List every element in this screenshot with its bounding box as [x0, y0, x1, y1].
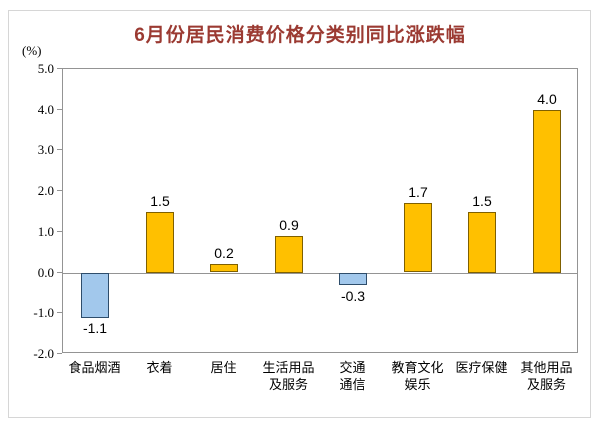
- category-label-2: 居住: [210, 360, 237, 375]
- y-tick-mark: [57, 68, 62, 69]
- bar-value-label: 4.0: [537, 91, 557, 107]
- bar-1: [146, 212, 174, 273]
- bar-value-label: 1.5: [150, 193, 170, 209]
- category-label-0: 食品烟酒: [68, 360, 121, 375]
- category-label-5: 教育文化 娱乐: [391, 360, 444, 392]
- category-label-3: 生活用品 及服务: [262, 360, 315, 392]
- bar-4: [339, 273, 367, 285]
- bar-value-label: 1.7: [408, 184, 428, 200]
- y-tick-mark: [57, 231, 62, 232]
- bar-5: [404, 203, 432, 272]
- y-tick-label: -2.0: [33, 346, 54, 361]
- bar-6: [468, 212, 496, 273]
- y-axis-unit-label: (%): [22, 43, 42, 58]
- bar-7: [533, 110, 561, 273]
- bar-2: [210, 264, 238, 272]
- bar-3: [275, 236, 303, 273]
- y-tick-mark: [57, 312, 62, 313]
- y-tick-mark: [57, 190, 62, 191]
- bar-value-label: 0.2: [214, 245, 234, 261]
- bar-value-label: -0.3: [340, 288, 366, 304]
- y-tick-label: 2.0: [37, 183, 54, 198]
- y-tick-label: 0.0: [37, 265, 54, 280]
- chart-title: 6月份居民消费价格分类别同比涨跌幅: [134, 25, 466, 46]
- plot-area: -1.1 1.5 0.2 0.9 -0.3 1.7 1.5 4.0: [62, 68, 578, 353]
- bar-value-label: 1.5: [472, 193, 492, 209]
- category-label-4: 交通 通信: [339, 360, 366, 392]
- y-tick-label: 4.0: [37, 102, 54, 117]
- bar-0: [81, 273, 109, 318]
- bar-value-label: 0.9: [279, 217, 299, 233]
- y-tick-label: -1.0: [33, 305, 54, 320]
- zero-baseline: [63, 273, 577, 274]
- y-tick-mark: [57, 149, 62, 150]
- category-label-7: 其他用品 及服务: [520, 360, 573, 392]
- category-label-6: 医疗保健: [455, 360, 508, 375]
- y-tick-mark: [57, 272, 62, 273]
- y-tick-label: 1.0: [37, 224, 54, 239]
- category-label-1: 衣着: [146, 360, 173, 375]
- bar-value-label: -1.1: [82, 320, 108, 336]
- y-tick-mark: [57, 109, 62, 110]
- y-tick-label: 3.0: [37, 142, 54, 157]
- y-tick-label: 5.0: [37, 61, 54, 76]
- chart-frame: [8, 10, 591, 418]
- y-tick-mark: [57, 353, 62, 354]
